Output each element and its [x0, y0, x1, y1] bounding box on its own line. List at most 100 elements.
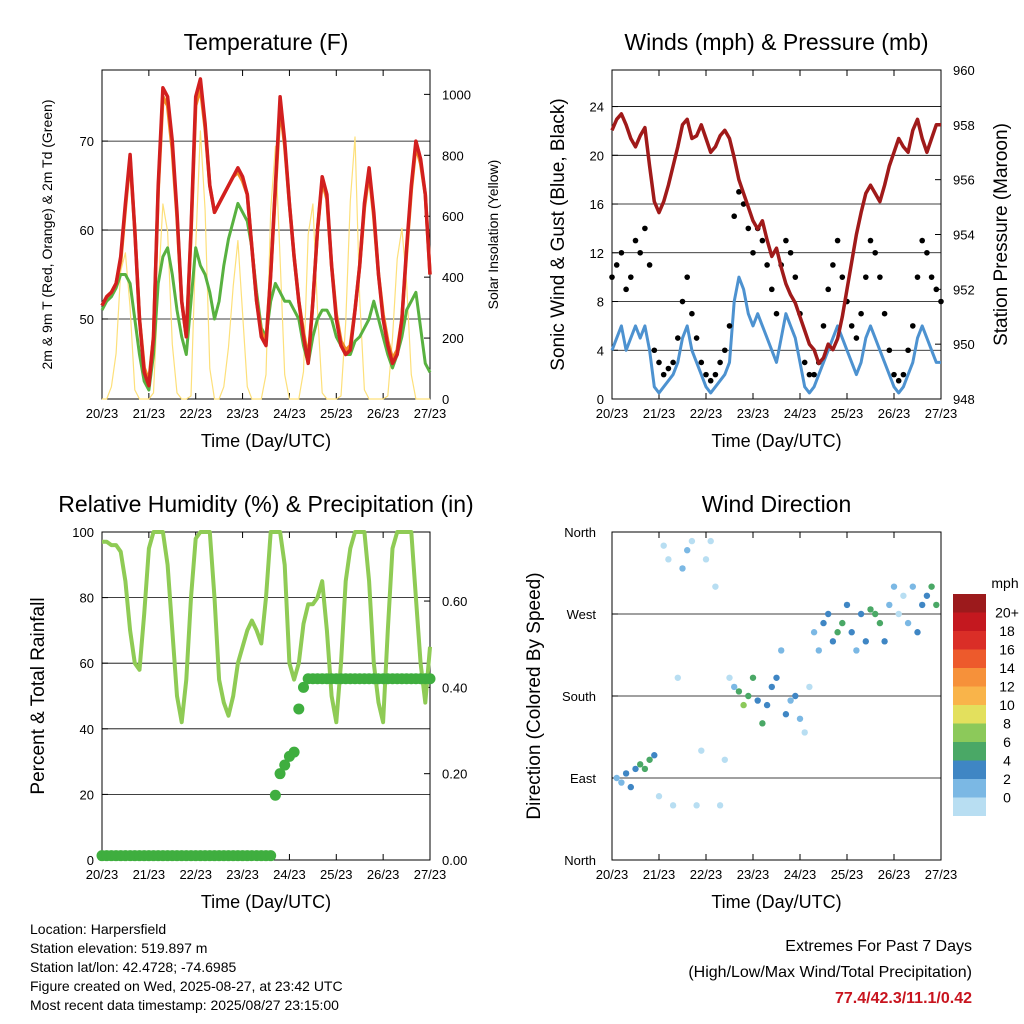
- y-tick-label-right: 960: [953, 63, 975, 78]
- direction-point: [655, 793, 663, 800]
- direction-point: [731, 683, 738, 691]
- gust-point: [806, 371, 813, 378]
- direction-point: [895, 610, 902, 618]
- gust-point: [736, 189, 742, 195]
- precip-point: [274, 768, 286, 780]
- y-tick-label: 40: [80, 722, 94, 737]
- gust-point: [801, 359, 808, 366]
- direction-point: [613, 774, 620, 782]
- direction-point: [646, 756, 653, 763]
- x-tick-label: 26/23: [367, 867, 400, 882]
- x-tick-label: 23/23: [226, 867, 259, 882]
- direction-point: [787, 697, 794, 704]
- gust-point: [910, 323, 916, 329]
- direction-point: [721, 756, 728, 763]
- direction-point: [810, 629, 818, 636]
- direction-point: [933, 601, 940, 609]
- latest-timestamp: Most recent data timestamp: 2025/08/27 2…: [30, 997, 339, 1013]
- colorbar-swatch: [953, 631, 986, 650]
- y-tick-label: 8: [597, 295, 604, 310]
- x-tick-label: 24/23: [784, 867, 817, 882]
- gust-point: [764, 262, 770, 268]
- gust-point: [891, 371, 897, 378]
- gust-point: [886, 347, 893, 354]
- gust-point: [745, 225, 752, 232]
- direction-point: [735, 688, 743, 695]
- colorbar-swatch: [953, 686, 986, 705]
- x-tick-label: 20/23: [596, 867, 629, 882]
- y-tick-label-right: 952: [953, 282, 975, 297]
- direction-point: [820, 619, 827, 627]
- precip-point: [297, 681, 309, 693]
- y-axis-label: 2m & 9m T (Red, Orange) & 2m Td (Green): [39, 100, 55, 370]
- y-tick-label-right: 0.60: [442, 594, 467, 609]
- y-tick-label-right: 0: [442, 392, 449, 407]
- gust-point: [881, 310, 888, 317]
- gust-point: [769, 286, 775, 293]
- series-station-pressure: [610, 112, 941, 366]
- direction-point: [622, 770, 630, 777]
- colorbar-label: 14: [999, 660, 1015, 676]
- gust-point: [637, 249, 643, 256]
- direction-point: [763, 701, 771, 709]
- gust-point: [712, 371, 719, 378]
- y-tick-label: 60: [80, 223, 94, 238]
- y-tick-label: 16: [590, 197, 604, 212]
- x-axis-label: Time (Day/UTC): [201, 892, 331, 912]
- x-tick-label: 26/23: [878, 406, 911, 421]
- gust-point: [848, 323, 855, 329]
- gust-point: [863, 274, 869, 280]
- y-tick-label: 0: [87, 853, 94, 868]
- direction-point: [768, 683, 775, 691]
- gust-point: [609, 274, 615, 280]
- precip-point: [293, 703, 305, 715]
- series-sonic-wind: [610, 275, 941, 395]
- colorbar-swatch: [953, 668, 986, 687]
- gust-point: [773, 310, 780, 317]
- y-tick-label-right: 0.20: [442, 767, 467, 782]
- y-tick-label-right: 0.40: [442, 680, 467, 695]
- direction-point: [872, 610, 879, 618]
- direction-point: [651, 752, 658, 759]
- y-tick-label-right: 958: [953, 118, 975, 133]
- gust-point: [895, 377, 902, 384]
- direction-point: [815, 647, 822, 654]
- y-tick-label: 12: [590, 246, 604, 261]
- colorbar-label: 6: [1003, 734, 1011, 750]
- direction-point: [716, 802, 724, 809]
- colorbar-swatch: [953, 705, 986, 724]
- y-tick-label: East: [570, 771, 596, 786]
- chart-title: Temperature (F): [184, 29, 349, 55]
- direction-point: [749, 674, 757, 681]
- y-tick-label: 4: [597, 343, 604, 358]
- gust-point: [905, 347, 911, 354]
- gust-point: [783, 237, 789, 244]
- direction-point: [674, 674, 681, 681]
- x-tick-label: 27/23: [414, 867, 447, 882]
- direction-point: [796, 715, 804, 722]
- direction-point: [825, 610, 832, 618]
- direction-point: [759, 720, 766, 727]
- x-tick-label: 25/23: [831, 867, 864, 882]
- direction-point: [834, 629, 841, 636]
- station-elevation: Station elevation: 519.897 m: [30, 940, 208, 956]
- direction-point: [862, 638, 869, 645]
- colorbar-swatch: [953, 742, 986, 761]
- x-tick-label: 25/23: [320, 867, 353, 882]
- winds-pressure-chart: 20/23 21/23 22/23 23/23 24/23 25/23 26/23 27/23…: [548, 29, 1012, 451]
- gust-point: [623, 286, 629, 293]
- direction-point: [641, 765, 649, 773]
- x-tick-label: 24/23: [273, 867, 306, 882]
- precip-point: [265, 850, 277, 862]
- chart-title: Wind Direction: [702, 491, 852, 517]
- gust-point: [717, 359, 723, 366]
- direction-point: [754, 697, 761, 704]
- gust-point: [660, 371, 667, 378]
- y-axis-label: Direction (Colored By Speed): [524, 572, 545, 819]
- direction-point: [829, 638, 837, 645]
- y-tick-label-right: 200: [442, 331, 464, 346]
- direction-point: [702, 556, 710, 563]
- direction-point: [693, 802, 700, 809]
- colorbar-label: 2: [1003, 771, 1011, 787]
- y-tick-label-right: 950: [953, 337, 975, 352]
